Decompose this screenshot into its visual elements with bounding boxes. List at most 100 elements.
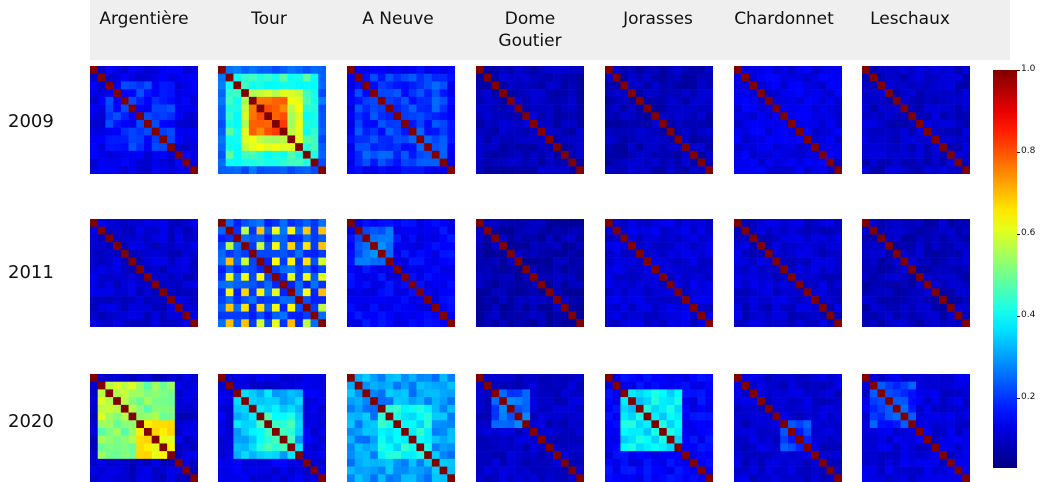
heatmap-cell (734, 112, 743, 121)
heatmap-cell (780, 311, 789, 320)
heatmap-cell (545, 397, 554, 406)
heatmap-cell (295, 158, 304, 167)
heatmap-cell (318, 234, 326, 243)
heatmap-cell (218, 226, 227, 235)
heatmap-cell (167, 127, 176, 136)
heatmap-cell (431, 112, 440, 121)
heatmap-cell (659, 303, 668, 312)
heatmap-cell (697, 89, 706, 98)
heatmap-cell (908, 404, 917, 413)
heatmap-cell (923, 96, 932, 105)
heatmap-cell (697, 73, 706, 82)
heatmap-cell (90, 273, 99, 282)
heatmap-cell (576, 81, 584, 90)
heatmap-cell (605, 143, 614, 152)
heatmap-cell (159, 451, 168, 460)
heatmap-cell (659, 166, 668, 174)
heatmap-cell (772, 466, 781, 475)
heatmap-cell (612, 265, 621, 274)
heatmap-cell (514, 127, 523, 136)
heatmap-cell (370, 273, 379, 282)
heatmap-cell (347, 435, 356, 444)
heatmap-cell (447, 280, 455, 289)
heatmap-cell (826, 120, 835, 129)
heatmap-cell (310, 458, 319, 467)
heatmap-cell (834, 420, 842, 429)
heatmap-cell (190, 166, 198, 174)
heatmap-cell (385, 166, 394, 174)
heatmap-cell (476, 265, 485, 274)
heatmap-cell (287, 412, 296, 421)
heatmap-cell (628, 412, 637, 421)
heatmap-cell (788, 219, 797, 228)
heatmap-cell (408, 404, 417, 413)
heatmap-cell (302, 89, 311, 98)
heatmap-cell (612, 303, 621, 312)
heatmap-cell (537, 458, 546, 467)
heatmap-cell (256, 166, 265, 174)
heatmap-cell (295, 127, 304, 136)
heatmap-cell (362, 273, 371, 282)
heatmap-cell (749, 428, 758, 437)
heatmap-cell (318, 404, 326, 413)
heatmap-cell (128, 112, 137, 121)
heatmap-cell (749, 112, 758, 121)
heatmap-cell (401, 319, 410, 327)
heatmap-cell (892, 81, 901, 90)
heatmap-cell (105, 374, 114, 383)
heatmap-cell (946, 265, 955, 274)
heatmap-cell (923, 234, 932, 243)
heatmap-cell (190, 143, 198, 152)
heatmap-cell (635, 150, 644, 159)
heatmap-cell (128, 73, 137, 82)
heatmap-cell (764, 381, 773, 390)
heatmap-cell (218, 374, 227, 383)
heatmap-cell (241, 381, 250, 390)
heatmap-cell (553, 428, 562, 437)
heatmap-cell (514, 150, 523, 159)
heatmap-cell (483, 412, 492, 421)
heatmap-cell (424, 303, 433, 312)
heatmap-cell (764, 265, 773, 274)
heatmap-cell (892, 234, 901, 243)
heatmap-cell (424, 420, 433, 429)
heatmap-cell (877, 120, 886, 129)
heatmap-cell (256, 474, 265, 482)
heatmap-cell (113, 219, 122, 228)
heatmap-cell (144, 66, 153, 75)
heatmap-cell (834, 458, 842, 467)
heatmap-cell (514, 112, 523, 121)
heatmap-cell (272, 81, 281, 90)
heatmap-cell (190, 219, 198, 228)
heatmap-cell (401, 311, 410, 320)
heatmap-cell (385, 311, 394, 320)
heatmap-cell (689, 466, 698, 475)
heatmap-cell (90, 242, 99, 251)
heatmap-cell (318, 96, 326, 105)
heatmap-cell (788, 135, 797, 144)
heatmap-cell (393, 374, 402, 383)
heatmap-cell (862, 374, 871, 383)
heatmap-cell (674, 404, 683, 413)
heatmap-cell (174, 96, 183, 105)
heatmap-cell (120, 273, 129, 282)
heatmap-cell (354, 412, 363, 421)
heatmap-cell (218, 150, 227, 159)
heatmap-cell (318, 420, 326, 429)
heatmap-cell (447, 273, 455, 282)
heatmap-cell (120, 226, 129, 235)
heatmap-cell (689, 226, 698, 235)
heatmap-cell (120, 104, 129, 113)
heatmap-cell (431, 104, 440, 113)
heatmap-cell (537, 451, 546, 460)
heatmap-cell (659, 143, 668, 152)
heatmap-cell (218, 127, 227, 136)
heatmap-cell (954, 296, 963, 305)
heatmap-cell (302, 288, 311, 297)
heatmap-cell (90, 166, 99, 174)
heatmap-cell (962, 428, 970, 437)
heatmap-cell (408, 319, 417, 327)
heatmap-cell (954, 150, 963, 159)
heatmap-cell (674, 73, 683, 82)
heatmap-cell (279, 242, 288, 251)
